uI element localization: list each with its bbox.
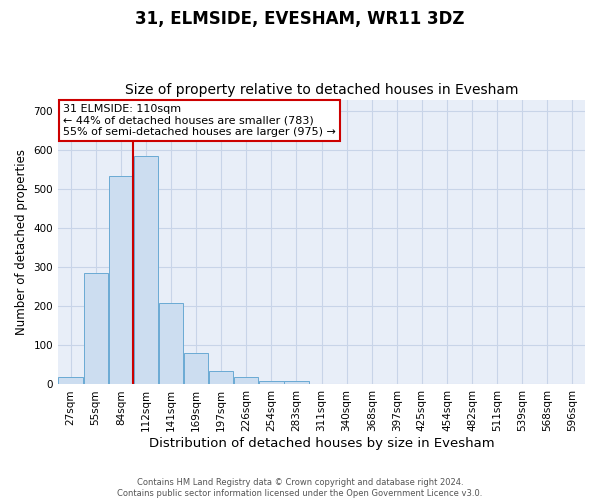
Bar — [58, 376, 83, 384]
Bar — [284, 380, 308, 384]
Bar — [209, 371, 233, 384]
Bar — [159, 302, 183, 384]
Bar — [234, 376, 259, 384]
Bar — [109, 176, 133, 384]
Y-axis label: Number of detached properties: Number of detached properties — [15, 149, 28, 335]
Text: 31 ELMSIDE: 110sqm
← 44% of detached houses are smaller (783)
55% of semi-detach: 31 ELMSIDE: 110sqm ← 44% of detached hou… — [64, 104, 336, 137]
Title: Size of property relative to detached houses in Evesham: Size of property relative to detached ho… — [125, 83, 518, 97]
Bar — [83, 273, 108, 384]
Text: 31, ELMSIDE, EVESHAM, WR11 3DZ: 31, ELMSIDE, EVESHAM, WR11 3DZ — [135, 10, 465, 28]
X-axis label: Distribution of detached houses by size in Evesham: Distribution of detached houses by size … — [149, 437, 494, 450]
Bar — [134, 156, 158, 384]
Bar — [259, 380, 284, 384]
Text: Contains HM Land Registry data © Crown copyright and database right 2024.
Contai: Contains HM Land Registry data © Crown c… — [118, 478, 482, 498]
Bar — [184, 353, 208, 384]
